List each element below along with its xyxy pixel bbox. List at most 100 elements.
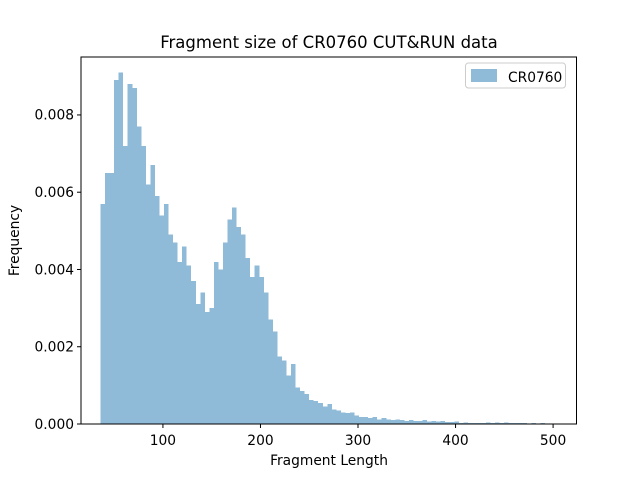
histogram-bar [331, 409, 337, 424]
histogram-bar [109, 172, 115, 424]
histogram-bar [200, 292, 205, 424]
y-tick-label: 0.000 [35, 417, 75, 433]
x-tick-label: 200 [247, 433, 273, 449]
histogram-bar [313, 400, 319, 424]
histogram-bar [422, 420, 428, 424]
histogram-bar [340, 412, 346, 424]
histogram-bar [241, 234, 246, 424]
chart-title: Fragment size of CR0760 CUT&RUN data [160, 33, 498, 52]
histogram-bar [490, 422, 496, 424]
histogram-bar [263, 292, 269, 424]
histogram-bar [105, 172, 110, 424]
x-axis-ticks: 100 200 300 400 500 [150, 424, 566, 449]
histogram-bar [445, 422, 450, 424]
histogram-bar [291, 364, 296, 424]
histogram-bar [213, 261, 219, 424]
histogram-bar [508, 422, 514, 424]
histogram-bar [481, 422, 487, 424]
y-axis-ticks: 0.000 0.002 0.004 0.006 0.008 [35, 108, 81, 433]
histogram-bar [204, 311, 210, 424]
y-axis-label: Frequency [7, 205, 23, 276]
histogram-bar [132, 87, 137, 424]
histogram-bar [150, 165, 155, 425]
histogram-bar [431, 420, 437, 424]
histogram-bar [454, 421, 459, 424]
x-tick-label: 400 [442, 433, 468, 449]
histogram-bar [349, 412, 355, 424]
y-tick-label: 0.006 [35, 185, 75, 201]
histogram-bar [318, 402, 323, 424]
histogram-bar [145, 184, 151, 424]
histogram-bar [309, 400, 314, 424]
histogram-bar [222, 242, 228, 424]
histogram-bar [418, 420, 423, 424]
histogram-bar [277, 356, 282, 424]
histogram-bar [245, 257, 251, 424]
histogram-bar [232, 207, 237, 424]
x-axis-label: Fragment Length [270, 453, 388, 469]
histogram-bar [154, 196, 160, 424]
histogram-bar [186, 265, 192, 424]
histogram-bar [381, 418, 387, 424]
histogram-bar [327, 403, 332, 424]
histogram-bar [114, 80, 119, 425]
histogram-bar [322, 406, 328, 424]
histogram-bar [486, 422, 491, 424]
histogram-bar [218, 269, 223, 424]
histogram-bar [227, 219, 233, 424]
histogram-bar [272, 331, 278, 424]
histogram-bar [173, 242, 178, 424]
histogram-bar [504, 422, 509, 424]
histogram-bar [168, 234, 174, 424]
histogram-bar [408, 420, 414, 424]
histogram-bar [495, 422, 500, 424]
histogram-bar [286, 375, 292, 424]
histogram-bar [281, 360, 287, 424]
histogram-bar [390, 420, 396, 424]
legend: CR0760 [465, 62, 566, 89]
histogram-bar [363, 417, 369, 424]
histogram-bar [449, 422, 455, 424]
histogram-bar [472, 422, 477, 424]
histogram-bar [136, 126, 142, 424]
histogram-bar [177, 261, 183, 424]
histogram-bar [118, 72, 124, 424]
histogram-bar [440, 420, 446, 424]
histogram-bar [386, 419, 391, 424]
legend-label-cr0760: CR0760 [508, 70, 562, 86]
histogram-bar [377, 419, 382, 424]
histogram-bar [100, 203, 106, 424]
histogram-bar [182, 246, 187, 424]
y-tick-label: 0.002 [35, 340, 75, 356]
y-tick-label: 0.004 [35, 262, 75, 278]
histogram-bar [354, 415, 360, 424]
histogram-bars [100, 72, 555, 425]
histogram-bar [300, 391, 305, 424]
histogram-bar [427, 421, 432, 424]
histogram-bar [164, 203, 169, 424]
histogram-bar [191, 281, 196, 424]
legend-swatch-cr0760 [471, 69, 497, 82]
histogram-bar [436, 421, 441, 424]
histogram-bar [522, 422, 527, 424]
histogram-bar [399, 420, 405, 424]
histogram-bar [372, 417, 378, 424]
histogram-bar [123, 145, 128, 424]
histogram-bar [463, 422, 468, 424]
histogram-bar [368, 418, 373, 424]
histogram-bar [336, 410, 341, 424]
plot-border [80, 56, 577, 425]
histogram-bar [141, 145, 146, 424]
histogram-bar [250, 277, 255, 424]
histogram-bar [127, 84, 133, 424]
histogram-bar [236, 226, 242, 424]
histogram-bar [254, 265, 260, 424]
x-tick-label: 500 [540, 433, 566, 449]
histogram-bar [209, 308, 214, 424]
x-tick-label: 300 [345, 433, 371, 449]
histogram-bar [404, 420, 409, 424]
histogram-bar [295, 387, 301, 424]
histogram-bar [458, 422, 464, 424]
histogram-bar [413, 420, 418, 424]
